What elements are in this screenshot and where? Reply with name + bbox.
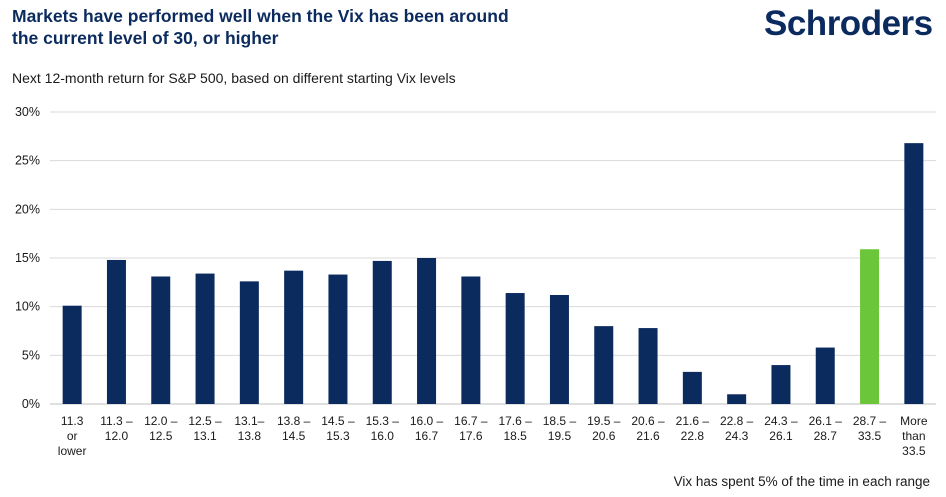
gridlines — [50, 111, 936, 405]
x-tick-label: 15.3 –16.0 — [366, 414, 400, 443]
bar — [461, 276, 481, 404]
bar — [682, 371, 702, 404]
bar — [904, 143, 924, 404]
x-tick-label: 13.1– 13.8 — [234, 414, 264, 443]
bar — [815, 347, 835, 404]
bar — [505, 293, 525, 404]
y-tick-label: 30% — [15, 105, 40, 119]
x-tick-label: 21.6 –22.8 — [676, 414, 710, 443]
bar-highlight — [860, 249, 880, 404]
y-tick-label: 0% — [22, 397, 40, 411]
x-tick-label: 20.6 –21.6 — [631, 414, 665, 443]
bar — [284, 270, 304, 404]
x-tick-label: 26.1 –28.7 — [809, 414, 843, 443]
x-tick-label: 12.0 –12.5 — [144, 414, 178, 443]
x-tick-label: 16.0 –16.7 — [410, 414, 444, 443]
bar — [372, 260, 392, 404]
chart-subtitle: Next 12-month return for S&P 500, based … — [12, 70, 456, 86]
bar — [638, 328, 658, 404]
x-tick-label: 12.5 –13.1 — [188, 414, 222, 443]
bar — [106, 259, 126, 404]
bar — [417, 258, 437, 404]
bar — [195, 273, 215, 404]
y-tick-label: 10% — [15, 300, 40, 314]
chart-title-line-1: Markets have performed well when the Vix… — [12, 6, 509, 26]
chart-title-line-2: the current level of 30, or higher — [12, 28, 279, 48]
x-tick-label: 14.5 –15.3 — [321, 414, 355, 443]
y-tick-label: 25% — [15, 154, 40, 168]
x-tick-label: 22.8 –24.3 — [720, 414, 754, 443]
bar — [62, 305, 82, 404]
x-tick-label: 24.3 –26.1 — [764, 414, 798, 443]
y-tick-label: 15% — [15, 251, 40, 265]
bar — [594, 326, 614, 404]
x-tick-label: 28.7 –33.5 — [853, 414, 887, 443]
bar — [239, 281, 259, 404]
y-tick-label: 5% — [22, 348, 40, 362]
x-tick-label: 18.5 –19.5 — [543, 414, 577, 443]
bar — [151, 276, 171, 404]
brand-logo: Schroders — [764, 4, 933, 43]
x-tick-label: 11.3 –12.0 — [100, 414, 133, 443]
x-tick-label: 17.6 –18.5 — [498, 414, 532, 443]
y-tick-label: 20% — [15, 202, 40, 216]
x-tick-label: 13.8 –14.5 — [277, 414, 311, 443]
chart-footnote: Vix has spent 5% of the time in each ran… — [673, 474, 930, 489]
x-tick-label: 19.5 –20.6 — [587, 414, 621, 443]
x-tick-label: 16.7 –17.6 — [454, 414, 488, 443]
bar — [328, 274, 348, 404]
y-axis-ticks: 0% 5% 10% 15% 20% 25% 30% — [15, 105, 40, 411]
x-tick-label: 11.3 or lower — [58, 414, 87, 458]
bars — [62, 143, 924, 404]
x-tick-label: More than 33.5 — [900, 414, 928, 458]
x-axis-ticks: 11.3 or lower 11.3 –12.0 12.0 –12.5 12.5 –13.… — [58, 414, 928, 458]
bar — [549, 294, 569, 404]
bar — [771, 365, 791, 404]
chart-title: Markets have performed well when the Vix… — [12, 5, 612, 49]
bar — [727, 394, 747, 404]
